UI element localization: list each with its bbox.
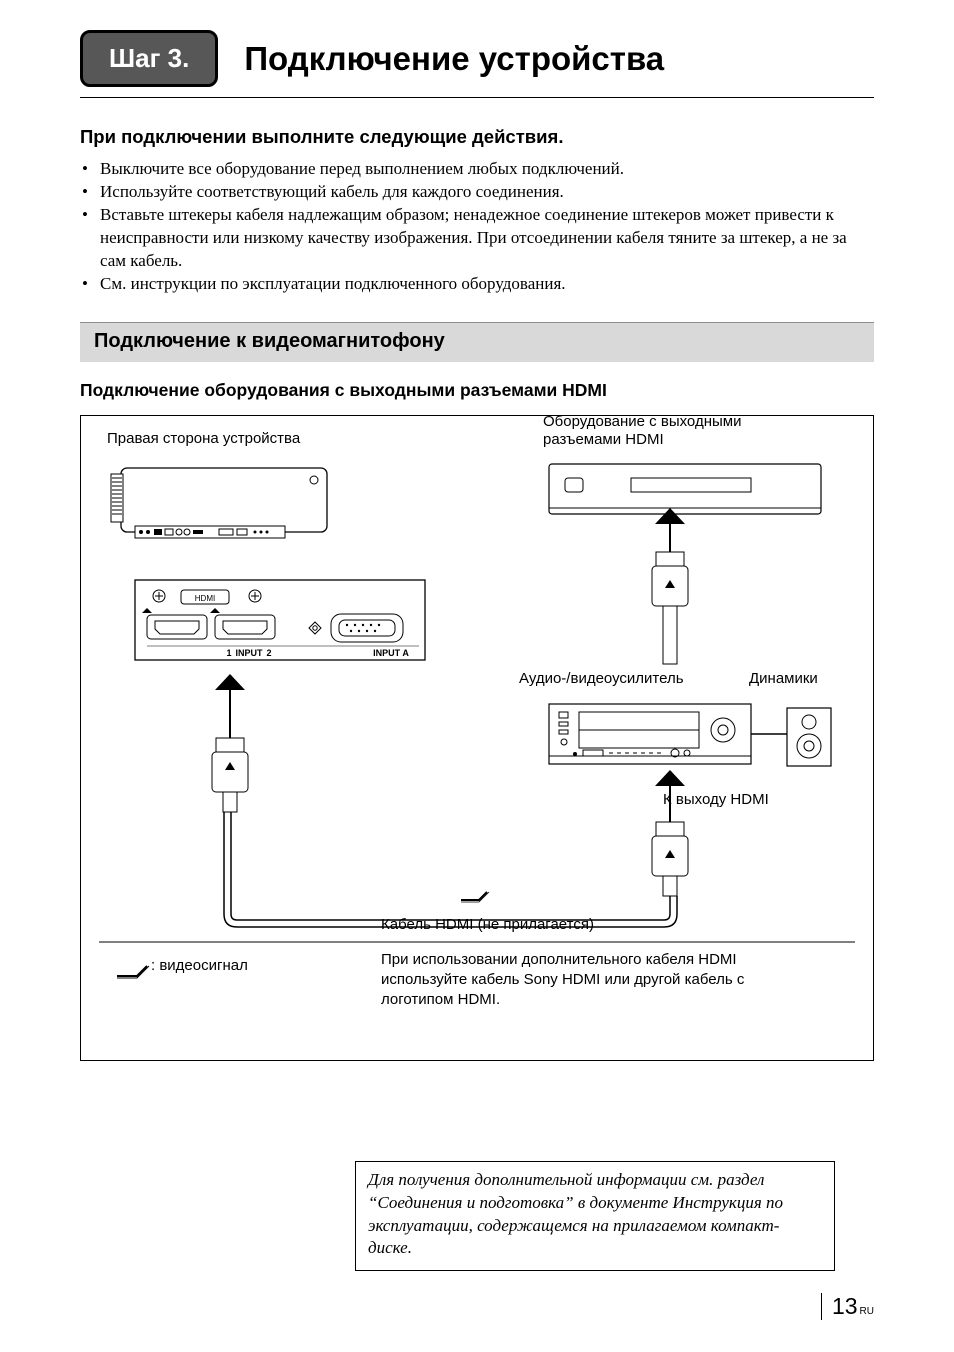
- intro-bullet: Выключите все оборудование перед выполне…: [80, 158, 874, 181]
- hdmi-equipment-icon: [549, 464, 821, 514]
- hdmi-note: При использовании дополнительного кабеля…: [381, 950, 801, 1011]
- signal-legend-icon: [117, 966, 149, 978]
- intro-heading: При подключении выполните следующие дейс…: [80, 126, 874, 148]
- signal-legend-text: : видеосигнал: [151, 957, 248, 974]
- page-number-value: 13: [832, 1293, 858, 1320]
- arrow-up-icon: [215, 674, 245, 738]
- section-bar: Подключение к видеомагнитофону: [80, 322, 874, 362]
- intro-bullet: Вставьте штекеры кабеля надлежащим образ…: [80, 204, 874, 273]
- label-speakers: Динамики: [749, 670, 818, 687]
- intro-bullet: См. инструкции по эксплуатации подключен…: [80, 273, 874, 296]
- label-to-hdmi-out: К выходу HDMI: [663, 791, 769, 808]
- amplifier-icon: [549, 704, 751, 764]
- signal-flow-icon: [461, 892, 489, 902]
- connection-diagram: Правая сторона устройства Оборудование с…: [80, 415, 874, 1061]
- hdmi-port-panel-icon: HDMI 1 INPUT 2 INPUT A: [135, 580, 425, 660]
- hdmi-plug-icon: [652, 822, 688, 896]
- svg-text:INPUT A: INPUT A: [373, 648, 409, 658]
- hdmi-plug-icon: [212, 738, 248, 812]
- label-left-device: Правая сторона устройства: [107, 430, 300, 447]
- intro-bullet-list: Выключите все оборудование перед выполне…: [80, 158, 874, 296]
- speaker-icon: [787, 708, 831, 766]
- projector-icon: [111, 468, 327, 538]
- label-hdmi-cable: Кабель HDMI (не прилагается): [381, 916, 594, 933]
- page-number: 13 RU: [821, 1293, 874, 1320]
- page-lang: RU: [860, 1306, 874, 1317]
- svg-text:1: 1: [226, 648, 231, 658]
- footnote-box: Для получения дополнительной информации …: [355, 1161, 835, 1272]
- svg-text:INPUT: INPUT: [236, 648, 264, 658]
- footnote-text: Для получения дополнительной информации …: [368, 1169, 822, 1261]
- page-title: Подключение устройства: [244, 40, 664, 78]
- label-hdmi-equipment: Оборудование с выходными разъемами HDMI: [543, 413, 793, 451]
- hdmi-plug-icon: [652, 552, 688, 664]
- svg-text:2: 2: [266, 648, 271, 658]
- section-subheading: Подключение оборудования с выходными раз…: [80, 380, 874, 401]
- page-header: Шаг 3. Подключение устройства: [80, 30, 874, 98]
- label-amp: Аудио-/видеоусилитель: [519, 670, 684, 687]
- intro-bullet: Используйте соответствующий кабель для к…: [80, 181, 874, 204]
- svg-text:HDMI: HDMI: [195, 594, 215, 603]
- step-badge: Шаг 3.: [80, 30, 218, 87]
